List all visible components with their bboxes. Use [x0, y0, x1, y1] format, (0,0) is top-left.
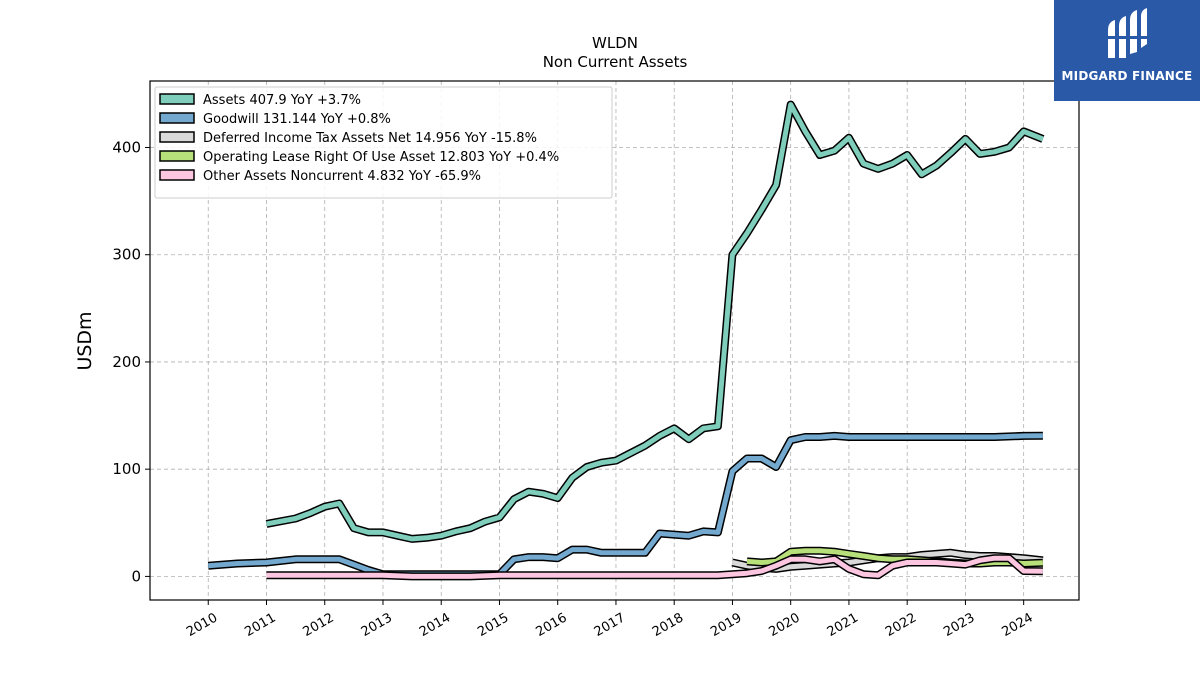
legend-entry: Other Assets Noncurrent 4.832 YoY -65.9% — [203, 169, 481, 184]
series-4-line — [266, 555, 1043, 579]
x-tick-label: 2017 — [592, 610, 628, 640]
x-tick-label: 2019 — [708, 610, 744, 640]
x-tick-label: 2022 — [883, 610, 919, 640]
legend-entry: Operating Lease Right Of Use Asset 12.80… — [203, 150, 559, 165]
legend-swatch — [159, 131, 195, 143]
x-tick-label: 2015 — [475, 610, 511, 640]
x-axis: 2010 2011 2012 2013 2014 2015 2016 2017 2018 2019… — [184, 600, 1036, 640]
y-axis: 0 100 200 300 400 — [112, 138, 150, 585]
midgard-logo-icon — [1106, 8, 1148, 58]
legend-swatch — [159, 93, 195, 105]
legend-frame — [154, 86, 613, 199]
y-tick-label: 300 — [112, 246, 141, 264]
series-layer — [207, 100, 1045, 581]
y-tick-label: 0 — [131, 567, 141, 585]
x-tick-label: 2012 — [301, 610, 337, 640]
series-0-line — [266, 102, 1044, 542]
x-tick-label: 2016 — [534, 610, 570, 640]
series-1-line — [208, 433, 1043, 577]
x-tick-label: 2011 — [242, 610, 278, 640]
legend: Assets 407.9 YoY +3.7% Goodwill 131.144 Y… — [154, 86, 613, 199]
x-tick-label: 2010 — [184, 610, 220, 640]
x-tick-label: 2024 — [1000, 610, 1036, 640]
legend-entry: Assets 407.9 YoY +3.7% — [203, 93, 361, 108]
x-tick-label: 2020 — [767, 610, 803, 640]
legend-swatch — [159, 112, 195, 124]
plot-frame — [149, 80, 1080, 601]
legend-swatch — [159, 169, 195, 181]
x-tick-label: 2013 — [359, 610, 395, 640]
y-tick-label: 400 — [112, 138, 141, 156]
legend-entry: Goodwill 131.144 YoY +0.8% — [203, 112, 391, 127]
chart-subtitle: Non Current Assets — [543, 53, 688, 71]
x-tick-label: 2023 — [941, 610, 977, 640]
midgard-logo: MIDGARD FINANCE — [1054, 0, 1200, 101]
y-axis-label: USDm — [74, 311, 96, 370]
x-tick-label: 2021 — [825, 610, 861, 640]
y-tick-label: 100 — [112, 460, 141, 478]
legend-swatch — [159, 150, 195, 162]
chart-title: WLDN — [592, 34, 638, 52]
x-tick-label: 2014 — [417, 610, 453, 640]
legend-entry: Deferred Income Tax Assets Net 14.956 Yo… — [203, 131, 537, 146]
y-tick-label: 200 — [112, 353, 141, 371]
x-tick-label: 2018 — [650, 610, 686, 640]
logo-text: MIDGARD FINANCE — [1061, 69, 1193, 83]
